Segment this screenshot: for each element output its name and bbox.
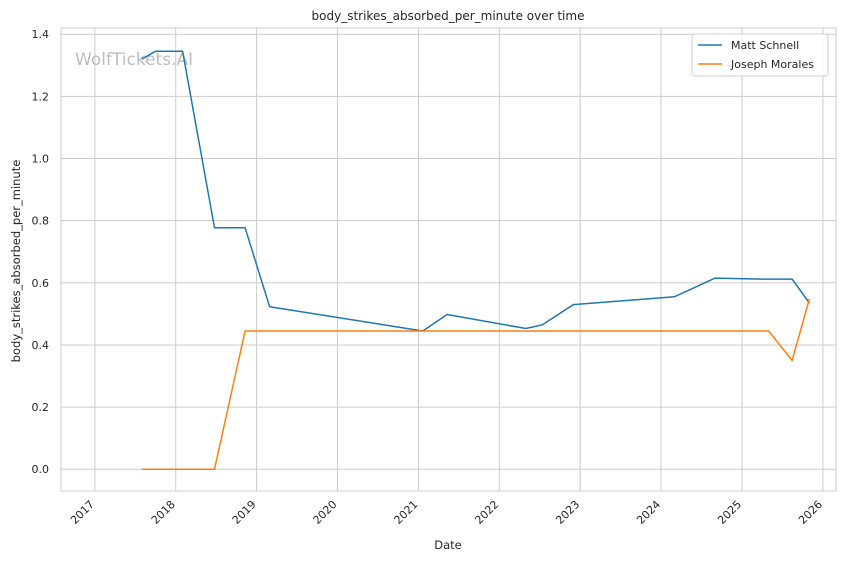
y-tick-label: 0.4: [32, 339, 50, 352]
series-line-joseph-morales: [141, 298, 811, 470]
series-line-matt-schnell: [141, 50, 811, 332]
y-tick-label: 0.0: [32, 463, 50, 476]
legend-box: [691, 33, 829, 77]
y-tick-label: 0.8: [32, 215, 50, 228]
y-tick-label: 0.2: [32, 401, 50, 414]
legend: Matt Schnell Joseph Morales: [691, 33, 829, 77]
legend-label-joseph-morales: Joseph Morales: [730, 58, 814, 71]
series-lines: [141, 50, 811, 470]
y-tick-label: 0.6: [32, 277, 50, 290]
y-tick-labels: 0.0 0.2 0.4 0.6 0.8 1.0 1.2 1.4: [32, 28, 50, 476]
y-tick-label: 1.0: [32, 153, 50, 166]
plot-frame: [60, 27, 837, 492]
legend-label-matt-schnell: Matt Schnell: [731, 39, 799, 52]
watermark-text: WolfTickets.AI: [75, 50, 193, 70]
y-axis-title: body_strikes_absorbed_per_minute: [9, 160, 23, 363]
chart-title: body_strikes_absorbed_per_minute over ti…: [312, 9, 585, 23]
y-tick-label: 1.4: [32, 28, 50, 41]
x-axis-title: Date: [434, 538, 462, 552]
y-tick-label: 1.2: [32, 90, 50, 103]
